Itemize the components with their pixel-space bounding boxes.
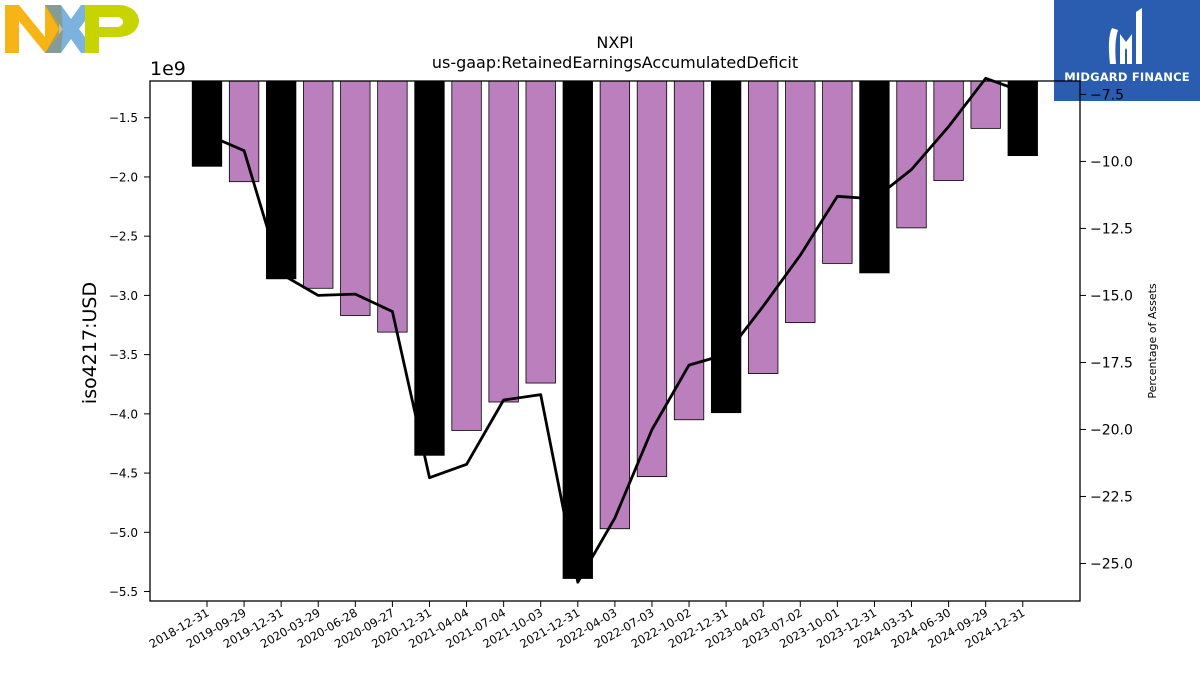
plot-frame	[149, 80, 1081, 602]
percentage-of-assets-line	[206, 76, 1024, 584]
bar-2023-07-02	[785, 80, 816, 324]
y-tick-label: −2.0	[109, 170, 138, 184]
nxp-logo-p	[85, 5, 139, 53]
y2-tick-label: −10.0	[1090, 154, 1133, 170]
y-axis-label: iso4217:USD	[79, 282, 101, 404]
bar-2022-04-03	[599, 80, 631, 530]
bar-2021-10-03	[525, 80, 556, 384]
y-tick-label: −3.5	[109, 348, 138, 362]
y-tick-label: −2.5	[109, 230, 138, 244]
bar-2022-12-31	[710, 80, 742, 414]
y2-tick-label: −20.0	[1090, 422, 1133, 438]
bar-2022-10-02	[673, 80, 705, 421]
bar-2024-03-31	[896, 80, 927, 229]
y2-axis-label: Percentage of Assets	[1146, 283, 1159, 399]
y-tick-label: −1.5	[109, 111, 138, 125]
bar-2024-06-30	[933, 80, 964, 181]
bar-2023-10-01	[822, 80, 853, 264]
nxp-logo-x-shade	[45, 5, 63, 53]
bar-2024-09-29	[970, 80, 1001, 129]
y-tick-label: −3.0	[109, 289, 138, 303]
y-tick-label: −4.5	[109, 467, 138, 481]
midgard-finance-name: MIDGARD FINANCE	[1064, 70, 1190, 84]
chart-subtitle: us-gaap:RetainedEarningsAccumulatedDefic…	[432, 53, 798, 72]
midgard-emblem-icon	[1108, 8, 1142, 64]
bar-2018-12-31	[191, 80, 223, 167]
y2-tick-label: −12.5	[1090, 221, 1133, 237]
y-tick-label: −5.0	[109, 526, 138, 540]
bar-2024-12-31	[1007, 80, 1038, 157]
bar-2021-04-04	[451, 80, 482, 431]
bar-2019-09-29	[228, 80, 260, 183]
bar-2021-07-04	[488, 80, 519, 403]
y-offset-label: 1e9	[150, 58, 186, 80]
y-tick-label: −5.5	[109, 585, 138, 599]
nxp-logo-n	[5, 5, 59, 53]
bar-2020-12-31	[414, 80, 445, 456]
bar-2023-12-31	[859, 80, 890, 274]
y2-tick-label: −22.5	[1090, 489, 1133, 505]
bar-2020-09-27	[377, 80, 408, 333]
bar-2023-04-02	[748, 80, 779, 374]
nxp-logo	[5, 5, 139, 53]
y2-tick-label: −25.0	[1090, 556, 1133, 572]
midgard-finance-logo: MIDGARD FINANCE	[1054, 0, 1200, 101]
y2-tick-label: −7.5	[1090, 87, 1124, 103]
bar-2020-06-28	[340, 80, 371, 316]
y2-tick-label: −17.5	[1090, 355, 1133, 371]
y-tick-label: −4.0	[109, 407, 138, 421]
bar-2022-07-03	[636, 80, 668, 478]
chart-title: NXPI	[596, 33, 633, 52]
bar-2021-12-31	[562, 80, 593, 579]
bar-2020-03-29	[303, 80, 334, 289]
bar-2019-12-31	[266, 80, 297, 280]
y2-tick-label: −15.0	[1090, 288, 1133, 304]
